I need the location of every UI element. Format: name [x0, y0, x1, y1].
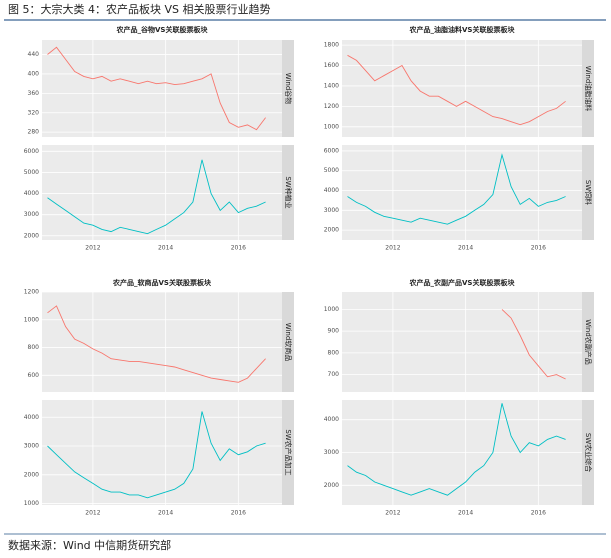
strip-label: SW农产品加工 — [284, 429, 293, 475]
chart-title: 农产品_谷物VS关联股票板块 — [116, 25, 209, 34]
y-tick-label: 4000 — [24, 190, 39, 197]
series-line — [47, 159, 266, 235]
series-line — [47, 46, 266, 131]
y-tick-label: 800 — [328, 349, 340, 356]
chart-title: 农产品_软商品VS关联股票板块 — [112, 278, 212, 287]
strip-label: Wind油脂油料 — [584, 66, 593, 112]
y-tick-label: 900 — [328, 328, 340, 335]
y-tick-label: 1000 — [24, 500, 39, 507]
y-tick-label: 1800 — [324, 42, 339, 49]
series-line — [47, 305, 266, 383]
x-tick-label: 2012 — [85, 510, 100, 517]
y-tick-label: 1600 — [324, 62, 339, 69]
y-tick-label: 440 — [28, 51, 40, 58]
y-tick-label: 400 — [28, 70, 40, 77]
y-tick-label: 4000 — [24, 414, 39, 421]
x-tick-label: 2016 — [231, 510, 246, 517]
x-tick-label: 2016 — [231, 245, 246, 252]
plot-background — [42, 145, 282, 240]
x-tick-label: 2012 — [385, 510, 400, 517]
plot-background — [42, 40, 282, 137]
plot-background — [342, 145, 582, 240]
plot-background — [342, 292, 582, 392]
x-tick-label: 2016 — [531, 510, 546, 517]
source-note: 数据来源：Wind 中信期货研究部 — [8, 538, 171, 552]
y-tick-label: 1000 — [324, 306, 339, 313]
y-tick-label: 2000 — [24, 471, 39, 478]
y-tick-label: 2000 — [324, 227, 339, 234]
strip — [582, 400, 594, 505]
x-tick-label: 2012 — [385, 245, 400, 252]
y-tick-label: 3000 — [324, 449, 339, 456]
y-tick-label: 280 — [28, 129, 40, 136]
strip — [282, 292, 294, 392]
y-tick-label: 5000 — [324, 167, 339, 174]
y-tick-label: 2000 — [24, 232, 39, 239]
y-tick-label: 5000 — [24, 169, 39, 176]
y-tick-label: 6000 — [24, 148, 39, 155]
x-tick-label: 2014 — [458, 510, 473, 517]
x-tick-label: 2012 — [85, 245, 100, 252]
y-tick-label: 6000 — [324, 147, 339, 154]
x-tick-label: 2016 — [531, 245, 546, 252]
y-tick-label: 3000 — [24, 211, 39, 218]
plot-background — [42, 292, 282, 392]
series-line — [347, 54, 566, 126]
y-tick-label: 1200 — [324, 103, 339, 110]
x-tick-label: 2014 — [158, 245, 173, 252]
chart-title: 农产品_油脂油料VS关联股票板块 — [409, 25, 516, 34]
y-tick-label: 3000 — [324, 207, 339, 214]
strip-label: SW种植业 — [284, 176, 293, 208]
y-tick-label: 1400 — [324, 82, 339, 89]
plot-background — [342, 40, 582, 137]
y-tick-label: 2000 — [324, 482, 339, 489]
y-tick-label: 600 — [28, 372, 40, 379]
strip — [282, 40, 294, 137]
y-tick-label: 3000 — [24, 443, 39, 450]
chart-title: 农产品_农副产品VS关联股票板块 — [409, 278, 516, 287]
series-line — [347, 403, 566, 496]
y-tick-label: 1000 — [24, 316, 39, 323]
strip — [582, 40, 594, 137]
strip-label: Wind软商品 — [284, 323, 293, 362]
x-tick-label: 2014 — [458, 245, 473, 252]
strip-label: Wind谷物 — [284, 73, 293, 105]
y-tick-label: 1000 — [324, 123, 339, 130]
y-tick-label: 800 — [28, 344, 40, 351]
strip-label: Wind农副产品 — [584, 319, 593, 365]
series-line — [501, 309, 566, 380]
y-tick-label: 320 — [28, 109, 40, 116]
y-tick-label: 1200 — [24, 289, 39, 296]
series-line — [47, 411, 266, 499]
strip — [582, 292, 594, 392]
strip — [282, 400, 294, 505]
y-tick-label: 360 — [28, 90, 40, 97]
y-tick-label: 700 — [328, 371, 340, 378]
strip-label: SW农业综合 — [584, 433, 593, 472]
series-line — [347, 153, 566, 225]
strip — [282, 145, 294, 240]
y-tick-label: 4000 — [324, 416, 339, 423]
x-tick-label: 2014 — [158, 510, 173, 517]
strip — [582, 145, 594, 240]
figure-title: 图 5：大宗大类 4：农产品板块 VS 相关股票行业趋势 — [8, 2, 271, 16]
strip-label: SW饲料 — [584, 180, 593, 205]
y-tick-label: 4000 — [324, 187, 339, 194]
